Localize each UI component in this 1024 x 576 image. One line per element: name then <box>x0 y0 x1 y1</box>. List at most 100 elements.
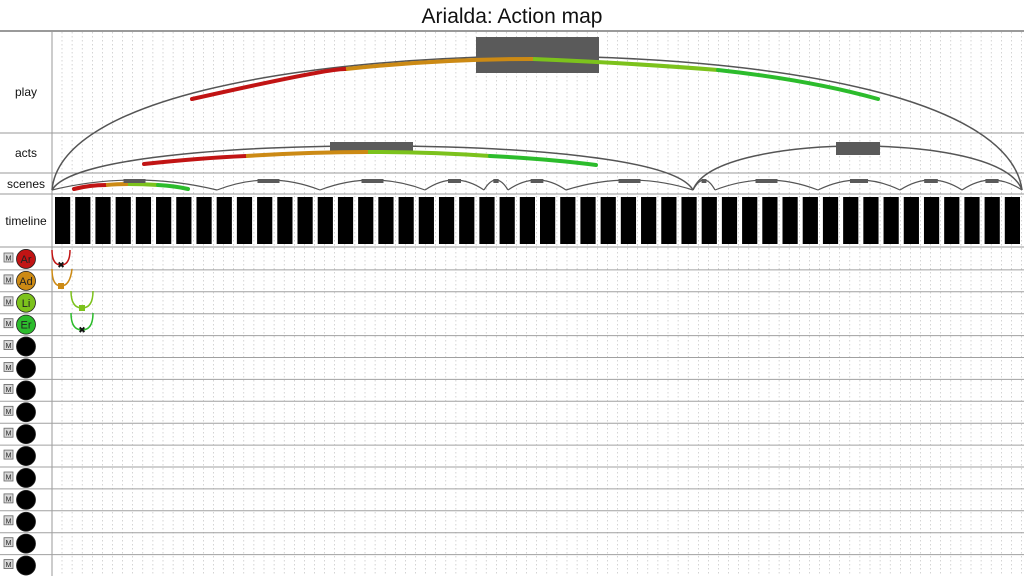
timeline-bar[interactable] <box>358 197 374 244</box>
mute-button[interactable] <box>3 383 14 394</box>
timeline-bar[interactable] <box>438 197 455 244</box>
timeline-bar[interactable] <box>216 197 232 244</box>
scene-block[interactable] <box>755 179 778 183</box>
character-avatar[interactable] <box>16 358 36 379</box>
mute-button[interactable] <box>3 296 14 307</box>
timeline-bar[interactable] <box>55 197 71 244</box>
mute-button[interactable] <box>3 559 14 569</box>
character-avatar[interactable] <box>16 424 36 445</box>
scene-block[interactable] <box>985 179 999 183</box>
play-structure[interactable] <box>51 37 1023 191</box>
timeline-bar[interactable] <box>479 197 495 244</box>
mute-button[interactable] <box>3 405 14 416</box>
mute-button[interactable] <box>3 318 14 329</box>
timeline-bar[interactable] <box>802 197 818 244</box>
timeline-bar[interactable] <box>681 197 697 244</box>
timeline-bar[interactable] <box>95 197 111 244</box>
timeline-bars[interactable] <box>55 197 1020 244</box>
timeline-bar[interactable] <box>297 197 313 244</box>
timeline-bar[interactable] <box>156 197 172 244</box>
scene-block[interactable] <box>924 179 938 183</box>
mute-button[interactable] <box>3 515 14 526</box>
timeline-bar[interactable] <box>257 197 273 244</box>
timeline-bar[interactable] <box>135 197 152 244</box>
mute-button[interactable] <box>3 449 14 460</box>
scene-block[interactable] <box>361 179 384 183</box>
timeline-bar[interactable] <box>762 197 778 244</box>
timeline-bar[interactable] <box>580 197 596 244</box>
scene-block[interactable] <box>493 179 499 183</box>
timeline-bar[interactable] <box>742 197 758 244</box>
mute-button[interactable] <box>3 471 14 482</box>
timeline-bar[interactable] <box>176 197 192 244</box>
timeline-bar[interactable] <box>560 197 576 244</box>
timeline-bar[interactable] <box>236 197 253 244</box>
play-block[interactable] <box>476 37 599 73</box>
timeline-bar[interactable] <box>661 197 677 244</box>
character-avatar[interactable] <box>16 314 36 335</box>
act-block-2[interactable] <box>836 142 880 155</box>
mute-button[interactable] <box>3 427 14 438</box>
scene-block[interactable] <box>849 179 869 183</box>
mute-button[interactable] <box>3 340 14 351</box>
timeline-bar[interactable] <box>378 197 394 244</box>
character-avatar[interactable] <box>16 336 36 357</box>
timeline-bar[interactable] <box>863 197 879 244</box>
mute-button[interactable] <box>3 252 14 263</box>
timeline-bar[interactable] <box>75 197 91 244</box>
timeline-bar[interactable] <box>1004 197 1020 244</box>
character-avatar[interactable] <box>16 489 36 510</box>
character-avatar[interactable] <box>16 380 36 401</box>
scene-block[interactable] <box>123 179 146 183</box>
character-avatar[interactable] <box>16 468 36 488</box>
character-avatar[interactable] <box>16 533 36 554</box>
timeline-bar[interactable] <box>923 197 940 244</box>
act-block-1[interactable] <box>330 142 413 152</box>
character-avatar[interactable] <box>16 402 36 423</box>
timeline-bar[interactable] <box>903 197 919 244</box>
scene-block[interactable] <box>257 179 280 183</box>
mute-button[interactable] <box>3 362 14 372</box>
timeline-bar[interactable] <box>196 197 212 244</box>
timeline-bar[interactable] <box>499 197 515 244</box>
scene-block[interactable] <box>530 179 544 183</box>
timeline-bar[interactable] <box>600 197 616 244</box>
character-avatar[interactable] <box>16 249 36 269</box>
character-rows[interactable]: M Ar M Ad M Li M Er M M M M M M M M M M M <box>0 249 1024 576</box>
character-avatar[interactable] <box>16 511 36 532</box>
scene-block[interactable] <box>618 179 641 183</box>
timeline-bar[interactable] <box>398 197 414 244</box>
timeline-bar[interactable] <box>459 197 475 244</box>
mute-button[interactable] <box>3 493 14 504</box>
timeline-bar[interactable] <box>721 197 738 244</box>
scene-block[interactable] <box>448 179 461 183</box>
timeline-bar[interactable] <box>337 197 354 244</box>
timeline-bar[interactable] <box>964 197 980 244</box>
timeline-bar[interactable] <box>418 197 434 244</box>
timeline-bar[interactable] <box>540 197 556 244</box>
timeline-bar[interactable] <box>115 197 131 244</box>
mute-button[interactable] <box>3 537 14 548</box>
character-avatar[interactable] <box>16 446 36 466</box>
mute-button[interactable] <box>3 274 14 285</box>
character-actions[interactable]: ✖ ✖ <box>51 249 94 335</box>
timeline-bar[interactable] <box>782 197 798 244</box>
timeline-bar[interactable] <box>822 197 839 244</box>
acts-structure[interactable] <box>51 142 1023 191</box>
timeline-bar[interactable] <box>317 197 333 244</box>
timeline-bar[interactable] <box>620 197 637 244</box>
scene-block[interactable] <box>701 179 707 183</box>
scenes-structure[interactable] <box>51 179 1023 191</box>
timeline-bar[interactable] <box>883 197 899 244</box>
timeline-bar[interactable] <box>984 197 1000 244</box>
timeline-bar[interactable] <box>277 197 293 244</box>
timeline-bar[interactable] <box>519 197 535 244</box>
character-avatar[interactable] <box>16 292 36 313</box>
character-avatar[interactable] <box>16 270 36 291</box>
timeline-bar[interactable] <box>944 197 960 244</box>
timeline-bar[interactable] <box>701 197 717 244</box>
timeline-bar[interactable] <box>641 197 657 244</box>
timeline-bar[interactable] <box>843 197 859 244</box>
character-avatar[interactable] <box>16 555 36 576</box>
